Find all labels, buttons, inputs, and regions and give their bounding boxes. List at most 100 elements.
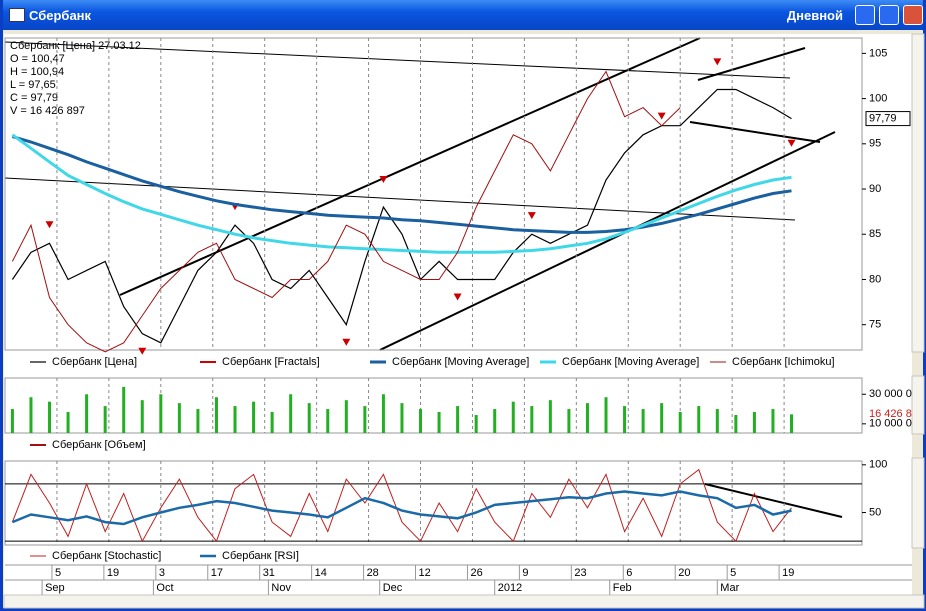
series-line <box>11 70 681 353</box>
y-tick-label: 50 <box>869 506 881 518</box>
volume-bar <box>10 409 14 433</box>
volume-label: 16 426 8 <box>869 408 912 420</box>
volume-bar <box>177 403 181 433</box>
volume-bar <box>511 401 515 433</box>
scrollbar[interactable] <box>3 594 925 609</box>
series-line <box>11 468 792 543</box>
trend-line <box>689 121 821 143</box>
legend-label: Сбербанк [Ichimoku] <box>732 356 835 368</box>
volume-bar <box>585 403 589 433</box>
scrollbar[interactable] <box>911 33 925 353</box>
trend-line <box>704 483 843 518</box>
month-label: Dec <box>383 582 403 594</box>
scrollbar[interactable] <box>911 375 925 435</box>
x-tick-label: 20 <box>678 567 690 579</box>
volume-bar <box>344 400 348 433</box>
volume-bar <box>771 409 775 433</box>
y-tick-label: 100 <box>869 92 887 104</box>
trend-line <box>379 131 836 351</box>
close-button[interactable] <box>903 5 923 25</box>
fractal <box>138 347 147 355</box>
volume-bar <box>66 412 70 433</box>
legend-label: Сбербанк [Объем] <box>52 439 146 451</box>
x-tick-label: 5 <box>730 567 736 579</box>
volume-bar <box>437 412 441 433</box>
legend-label: Сбербанк [Moving Average] <box>562 356 699 368</box>
y-tick-label: 100 <box>869 459 887 471</box>
volume-bar <box>363 406 367 433</box>
info-line: V = 16 426 897 <box>10 105 85 117</box>
panel-border <box>4 460 863 546</box>
volume-bar <box>456 406 460 433</box>
legend-label: Сбербанк [Fractals] <box>222 356 320 368</box>
fractal <box>527 212 536 220</box>
legend-label: Сбербанк [Moving Average] <box>392 356 529 368</box>
month-label: 2012 <box>498 582 522 594</box>
x-tick-label: 14 <box>315 567 327 579</box>
volume-bar <box>233 406 237 433</box>
x-tick-label: 9 <box>522 567 528 579</box>
volume-bar <box>122 386 126 433</box>
volume-bar <box>660 403 664 433</box>
month-label: Sep <box>45 582 65 594</box>
volume-bar <box>159 394 163 433</box>
y-tick-label: 10 000 0 <box>869 418 912 430</box>
month-label: Oct <box>156 582 173 594</box>
trend-line <box>4 41 791 79</box>
volume-bar <box>474 414 478 433</box>
volume-bar <box>752 412 756 433</box>
y-tick-label: 80 <box>869 273 881 285</box>
y-tick-label: 85 <box>869 228 881 240</box>
x-tick-label: 31 <box>263 567 275 579</box>
title-bar: Сбербанк Дневной <box>3 0 923 30</box>
panel-border <box>4 377 863 434</box>
series-line <box>11 133 792 254</box>
fractal <box>45 221 54 229</box>
month-label: Nov <box>271 582 291 594</box>
minimize-button[interactable] <box>855 5 875 25</box>
x-tick-label: 19 <box>107 567 119 579</box>
month-label: Feb <box>613 582 632 594</box>
panel-border <box>4 37 863 351</box>
y-tick-label: 105 <box>869 47 887 59</box>
volume-bar <box>604 397 608 433</box>
fractal <box>342 338 351 346</box>
trend-line <box>4 177 796 221</box>
volume-bar <box>270 412 274 433</box>
app-icon <box>9 8 25 22</box>
x-tick-label: 3 <box>159 567 165 579</box>
x-tick-label: 6 <box>626 567 632 579</box>
volume-bar <box>419 409 423 433</box>
volume-bar <box>548 400 552 433</box>
legend-label: Сбербанк [Stochastic] <box>52 550 161 562</box>
maximize-button[interactable] <box>879 5 899 25</box>
price-box <box>865 111 911 127</box>
fractal <box>657 112 666 120</box>
volume-bar <box>567 409 571 433</box>
y-tick-label: 90 <box>869 183 881 195</box>
x-tick-label: 17 <box>211 567 223 579</box>
legend-label: Сбербанк [RSI] <box>222 550 299 562</box>
info-line: O = 100,47 <box>10 53 65 65</box>
volume-bar <box>307 403 311 433</box>
volume-bar <box>85 394 89 433</box>
volume-bar <box>641 409 645 433</box>
month-label: Mar <box>720 582 739 594</box>
volume-bar <box>623 406 627 433</box>
x-tick-label: 19 <box>782 567 794 579</box>
volume-bar <box>289 394 293 433</box>
period: Дневной <box>786 8 843 23</box>
scrollbar[interactable] <box>911 457 925 549</box>
info-line: H = 100,94 <box>10 66 64 78</box>
fractal <box>453 293 462 301</box>
x-tick-label: 28 <box>367 567 379 579</box>
window-title: Сбербанк <box>29 8 92 23</box>
volume-bar <box>196 409 200 433</box>
volume-bar <box>326 409 330 433</box>
volume-bar <box>252 401 256 433</box>
y-tick-label: 75 <box>869 319 881 331</box>
series-line <box>11 135 792 234</box>
series-line <box>11 490 792 526</box>
volume-bar <box>400 403 404 433</box>
